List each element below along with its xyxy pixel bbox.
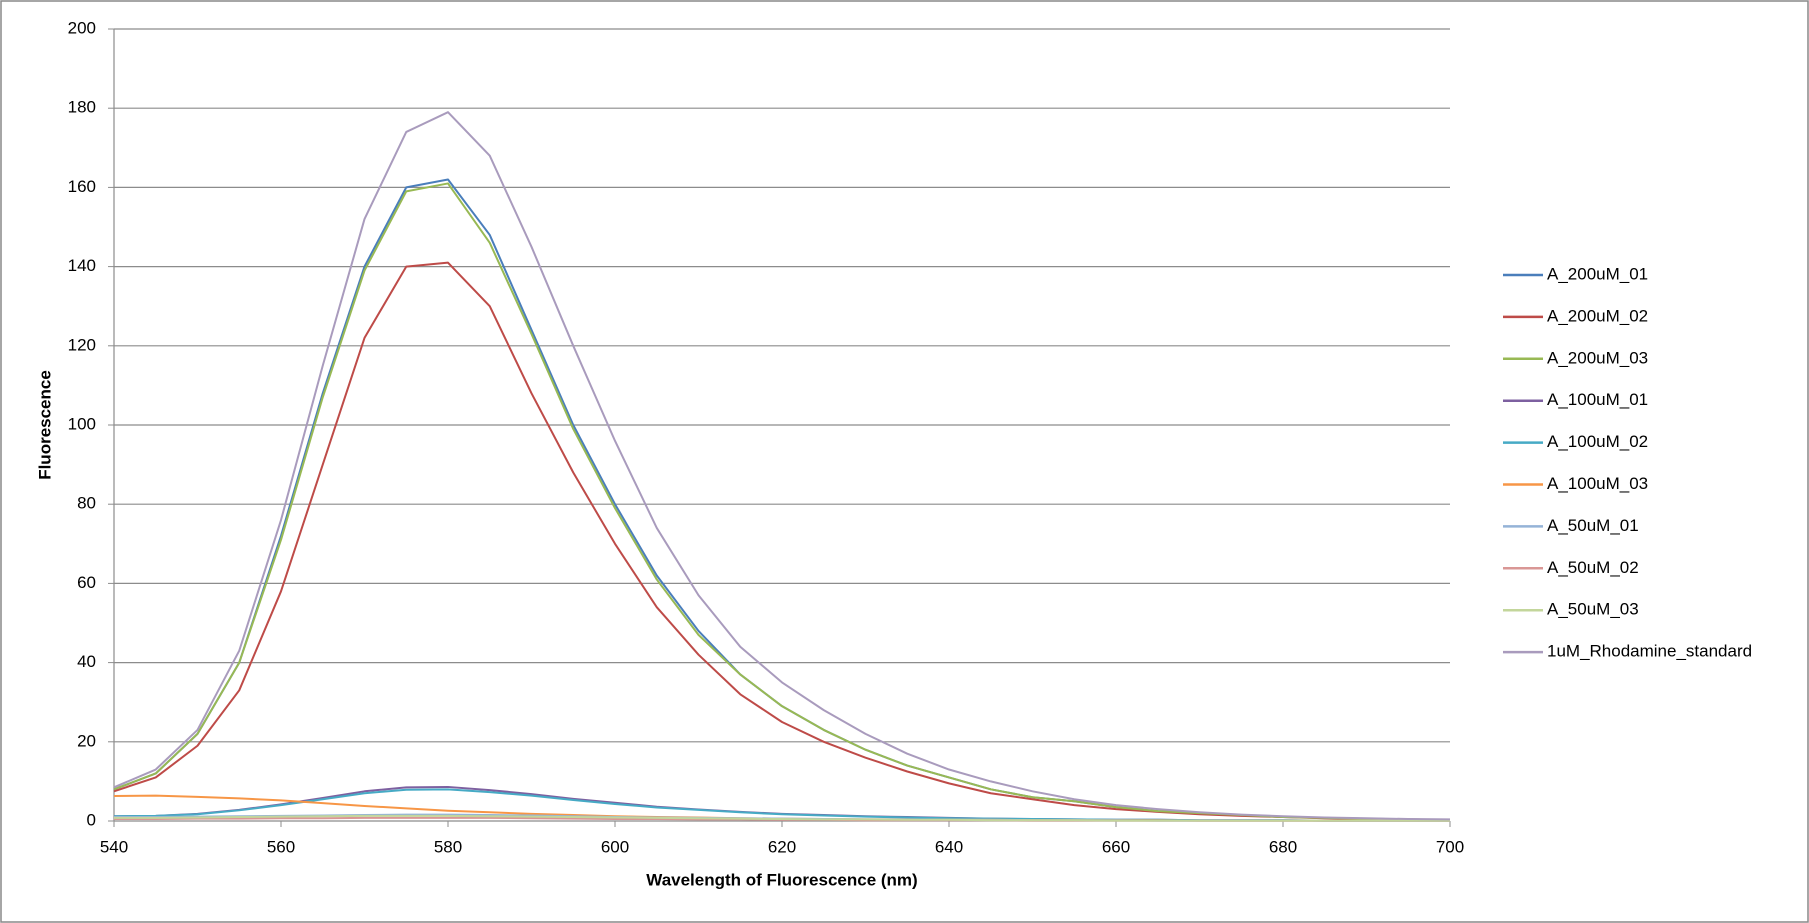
legend-label: A_100uM_03 — [1547, 474, 1648, 493]
y-tick-label: 20 — [77, 731, 96, 750]
y-tick-label: 160 — [68, 177, 96, 196]
y-tick-label: 80 — [77, 494, 96, 513]
legend-label: A_100uM_02 — [1547, 432, 1648, 451]
y-axis-title: Fluorescence — [35, 370, 54, 480]
x-tick-label: 680 — [1269, 837, 1297, 856]
legend-label: A_100uM_01 — [1547, 390, 1648, 409]
x-tick-label: 640 — [935, 837, 963, 856]
x-tick-label: 660 — [1102, 837, 1130, 856]
y-tick-label: 140 — [68, 256, 96, 275]
x-tick-label: 700 — [1436, 837, 1464, 856]
y-tick-label: 120 — [68, 335, 96, 354]
x-axis-title: Wavelength of Fluorescence (nm) — [646, 870, 917, 889]
legend-label: 1uM_Rhodamine_standard — [1547, 642, 1752, 661]
y-tick-label: 180 — [68, 98, 96, 117]
x-tick-label: 620 — [768, 837, 796, 856]
legend-label: A_200uM_03 — [1547, 348, 1648, 367]
legend-label: A_200uM_01 — [1547, 264, 1648, 283]
y-tick-label: 60 — [77, 573, 96, 592]
series-line — [114, 814, 1450, 822]
legend-label: A_50uM_02 — [1547, 558, 1639, 577]
x-tick-label: 540 — [100, 837, 128, 856]
y-tick-label: 0 — [87, 810, 96, 829]
x-tick-label: 580 — [434, 837, 462, 856]
y-tick-label: 40 — [77, 652, 96, 671]
y-tick-label: 200 — [68, 18, 96, 37]
x-tick-label: 600 — [601, 837, 629, 856]
legend-label: A_50uM_03 — [1547, 600, 1639, 619]
legend-label: A_200uM_02 — [1547, 306, 1648, 325]
x-tick-label: 560 — [267, 837, 295, 856]
y-tick-label: 100 — [68, 414, 96, 433]
series-line — [113, 111, 1451, 821]
legend-label: A_50uM_01 — [1547, 516, 1639, 535]
